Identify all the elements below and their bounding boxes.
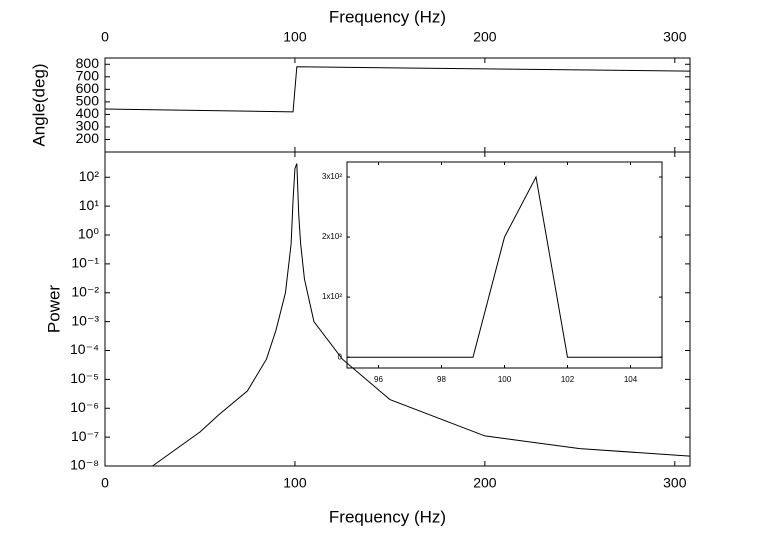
y-tick-label: 10⁻² [71,283,99,299]
y-tick-label: 10⁻⁷ [71,428,99,444]
x-tick-label: 100 [283,475,307,491]
x-tick-label: 100 [283,29,307,45]
x-axis-title: Frequency (Hz) [329,507,446,526]
x-tick-label: 0 [101,29,109,45]
data-line [347,175,662,358]
x-tick-label: 0 [101,475,109,491]
x-tick-label: 102 [561,375,575,384]
x-tick-label: 300 [663,475,687,491]
data-line [104,66,691,113]
y-tick-label: 10⁻³ [71,312,99,328]
y-tick-label: 10⁻¹ [71,255,99,271]
x-tick-label: 300 [663,29,687,45]
plot-frame [346,161,663,369]
y-tick-label: 3x10² [322,172,342,181]
y-tick-label: 10⁻⁶ [70,399,99,415]
data-line [152,163,691,467]
y-tick-label: 0 [338,352,343,361]
y-tick-label: 2x10² [322,232,342,241]
y-tick-label: 300 [76,118,100,134]
plot-frame [104,151,691,467]
y-tick-label: 200 [76,130,100,146]
x-tick-label: 100 [498,375,512,384]
y-tick-label: 800 [76,55,100,71]
y-tick-label: 1x10² [322,292,342,301]
y-tick-label: 10⁻⁸ [70,457,99,473]
y-tick-label: 400 [76,105,100,121]
y-tick-label: 700 [76,68,100,84]
x-tick-label: 104 [624,375,638,384]
x-tick-label: 96 [374,375,383,384]
y-tick-label: 10² [79,168,100,184]
y-axis-title: Power [44,285,63,334]
x-axis-title: Frequency (Hz) [329,7,446,26]
x-tick-label: 98 [437,375,446,384]
y-tick-label: 500 [76,93,100,109]
y-tick-label: 10⁰ [78,226,100,242]
y-axis-title: Angle(deg) [29,63,48,146]
x-tick-label: 200 [473,475,497,491]
x-tick-label: 200 [473,29,497,45]
y-tick-label: 10¹ [79,197,100,213]
y-tick-label: 600 [76,80,100,96]
y-tick-label: 10⁻⁴ [70,341,99,357]
y-tick-label: 10⁻⁵ [70,370,99,386]
plot-frame [104,57,691,153]
